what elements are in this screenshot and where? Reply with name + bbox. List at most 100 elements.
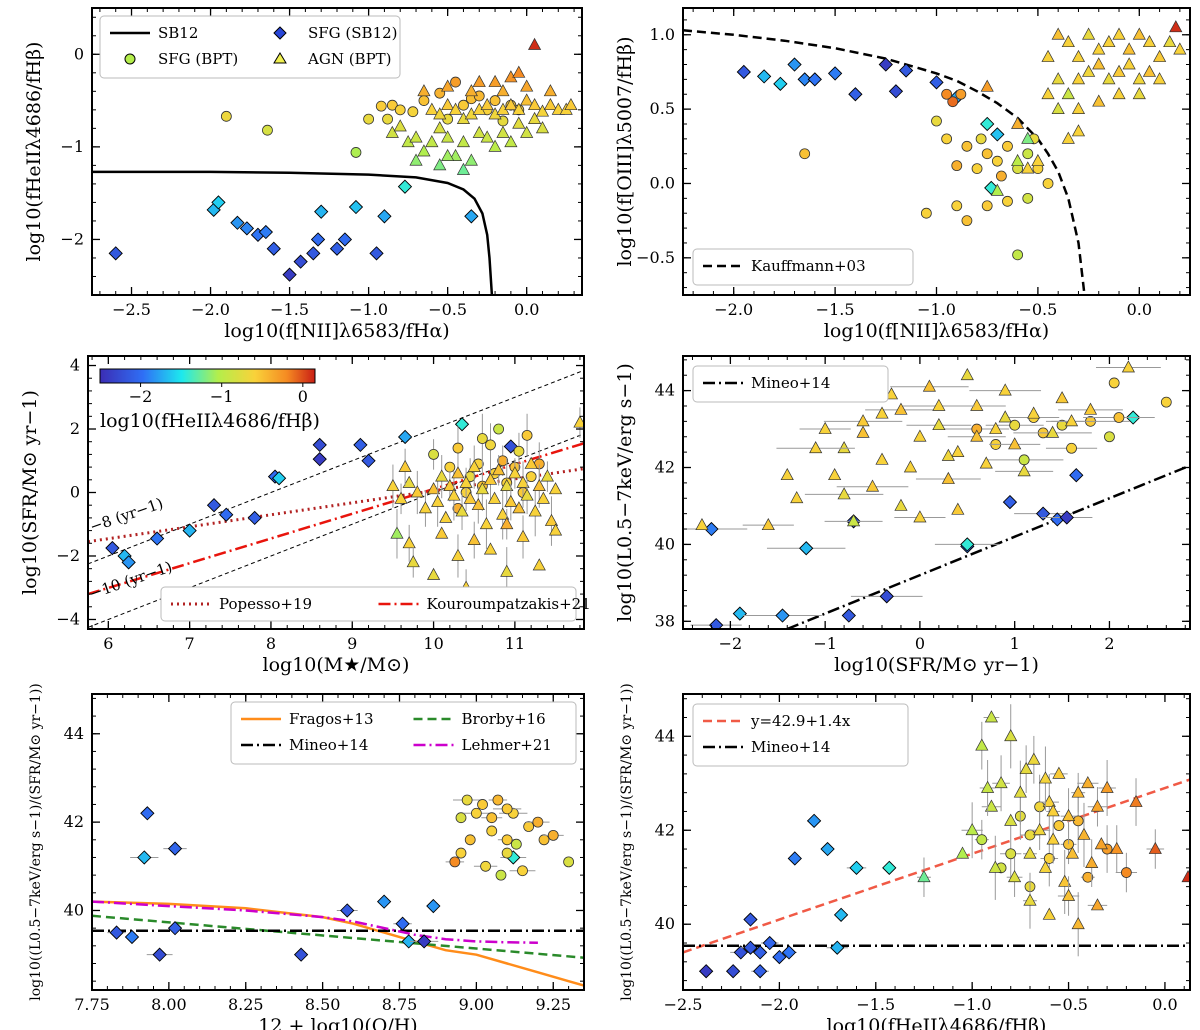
- p3-legend-label: Kouroumpatzakis+21: [427, 595, 591, 613]
- p4-point-agn-bpt: [809, 441, 823, 454]
- p5-y-tick-label: 42: [64, 812, 84, 831]
- colorbar-tick-label: 0: [298, 387, 308, 406]
- p3-point-agn-bpt: [544, 513, 559, 526]
- p1-point-sfg-bpt: [407, 106, 419, 118]
- p4-point-agn-bpt: [837, 487, 851, 500]
- p2-point-agn-bpt: [1071, 49, 1086, 62]
- p3-point-sfg-sb12: [247, 510, 262, 526]
- p2-point-sfg-bpt: [1012, 249, 1024, 261]
- p5-point-sfg-sb12: [293, 947, 309, 962]
- p1-x-axis-label: log10(f[NII]λ6583/fHα): [224, 320, 449, 342]
- p1-point-sfg-bpt: [363, 113, 375, 125]
- p4-point-agn-bpt: [894, 498, 908, 511]
- p3-point-agn-bpt: [492, 463, 506, 476]
- p3-point-agn-bpt: [439, 510, 453, 523]
- p2-point-agn-bpt: [1021, 131, 1035, 144]
- p3-point-agn-bpt: [418, 501, 433, 514]
- p2-point-sfg-bpt: [941, 88, 953, 100]
- p1-point-sfg-bpt: [489, 95, 501, 106]
- p4-point-agn-bpt: [1008, 437, 1022, 450]
- p4-point-agn-bpt: [865, 479, 880, 492]
- p4-point-sfg-sb12: [960, 537, 975, 552]
- p2-x-tick-label: −1.0: [917, 300, 956, 319]
- p3-point-agn-bpt: [431, 494, 445, 507]
- p3-point-agn-bpt: [483, 542, 498, 555]
- p3-point-sfg-sb12: [397, 429, 413, 445]
- p4-point-agn-bpt: [951, 502, 965, 515]
- p1-point-agn-bpt: [448, 148, 463, 161]
- p2-point-sfg-sb12: [990, 127, 1005, 142]
- p4-line-mineo-14: [786, 464, 1190, 629]
- p1-point-sfg-bpt: [262, 124, 273, 136]
- p2-point-agn-bpt: [1132, 72, 1146, 85]
- p3-point-sfg-bpt: [493, 423, 505, 435]
- p3-line-ssfr-8: [88, 369, 584, 565]
- p6-point-sfg-bpt: [1082, 871, 1094, 883]
- p3-point-agn-bpt: [467, 532, 481, 545]
- p1-point-sfg-sb12: [211, 195, 226, 210]
- p2-point-agn-bpt: [1021, 161, 1035, 174]
- p2-point-sfg-bpt: [981, 148, 993, 160]
- p4-point-agn-bpt: [1121, 360, 1135, 373]
- p4-x-axis-label: log10(SFR/M⊙ yr−1): [834, 654, 1039, 676]
- p5-y-axis-label: log10((L0.5−7keV/erg s−1)/(SFR/M⊙ yr−1)): [28, 683, 44, 1001]
- p1-line-sb12: [92, 170, 494, 295]
- p6-y-tick-label: 44: [655, 726, 675, 745]
- p5-x-tick-label: 9.25: [535, 995, 571, 1014]
- p2-point-sfg-bpt: [1042, 178, 1054, 189]
- p3-point-sfg-bpt: [521, 429, 533, 441]
- p5-y-tick-label: 40: [64, 900, 84, 919]
- p3-panel: 6 7 8 9 10 11 −4 −2 0 2 4 log10(M★/M⊙) log10(SFR/M⊙ …: [19, 355, 591, 676]
- p1-point-sfg-sb12: [239, 221, 255, 236]
- p1-point-agn-bpt: [535, 104, 550, 117]
- p6-legend-label: Mineo+14: [751, 738, 830, 756]
- p2-x-axis-label: log10(f[NII]λ6583/fHα): [824, 320, 1049, 342]
- p1-point-sfg-sb12: [266, 241, 281, 256]
- p6-point-sfg-sb12: [781, 945, 797, 960]
- p1-x-tick-label: −1.0: [349, 300, 388, 319]
- p4-point-sfg-sb12: [1059, 510, 1074, 525]
- p4-point-agn-bpt: [922, 379, 936, 392]
- p1-point-sfg-sb12: [369, 246, 384, 261]
- p1-point-sfg-sb12: [230, 215, 245, 230]
- p5-point-sfg-sb12: [167, 841, 183, 856]
- p2-point-sfg-sb12: [807, 72, 822, 87]
- p2-point-agn-bpt: [990, 183, 1004, 196]
- p5-point-sfg-sb12: [109, 925, 124, 940]
- p2-point-sfg-bpt: [1022, 148, 1034, 160]
- p1-legend-label: AGN (BPT): [307, 50, 392, 68]
- p1-point-agn-bpt: [417, 84, 431, 97]
- p4-point-sfg-sb12: [799, 541, 814, 556]
- p3-point-agn-bpt: [532, 558, 546, 571]
- p6-point-agn-bpt: [1023, 846, 1037, 859]
- p3-point-sfg-bpt: [497, 455, 509, 467]
- p5-point-sfg-sb12: [395, 916, 410, 931]
- p2-point-agn-bpt: [1051, 27, 1065, 40]
- p2-point-agn-bpt: [1152, 72, 1167, 85]
- ssfr-minus8-annotation: −8 (yr−1): [87, 494, 165, 536]
- p6-point-sfg-bpt: [1043, 853, 1055, 864]
- p2-point-agn-bpt: [980, 79, 994, 92]
- p4-point-sfg-sb12: [1035, 506, 1051, 521]
- p1-x-tick-label: −2.5: [112, 300, 151, 319]
- p4-point-agn-bpt: [998, 410, 1012, 423]
- p1-point-agn-bpt: [527, 97, 542, 111]
- p4-y-tick-label: 40: [655, 534, 675, 553]
- p4-frame: [682, 355, 1191, 630]
- p2-point-agn-bpt: [1031, 153, 1045, 167]
- p2-point-sfg-sb12: [929, 75, 944, 90]
- p5-line-lehmer-21: [92, 900, 538, 944]
- p2-point-agn-bpt: [1132, 27, 1146, 40]
- p6-point-sfg-bpt: [1120, 867, 1132, 878]
- p6-x-tick-label: −0.5: [1049, 995, 1088, 1014]
- p5-line-fragos-13: [92, 900, 584, 987]
- p6-point-agn-bpt: [980, 780, 995, 793]
- p2-point-agn-bpt: [1092, 57, 1106, 70]
- p4-y-tick-label: 44: [655, 381, 675, 400]
- p1-point-agn-bpt: [504, 135, 518, 148]
- p1-frame: [91, 7, 583, 296]
- p3-point-sfg-bpt: [525, 471, 537, 483]
- p3-point-sfg-bpt: [444, 461, 456, 473]
- p3-y-tick-label: 4: [70, 356, 80, 375]
- p3-point-agn-bpt: [548, 482, 563, 495]
